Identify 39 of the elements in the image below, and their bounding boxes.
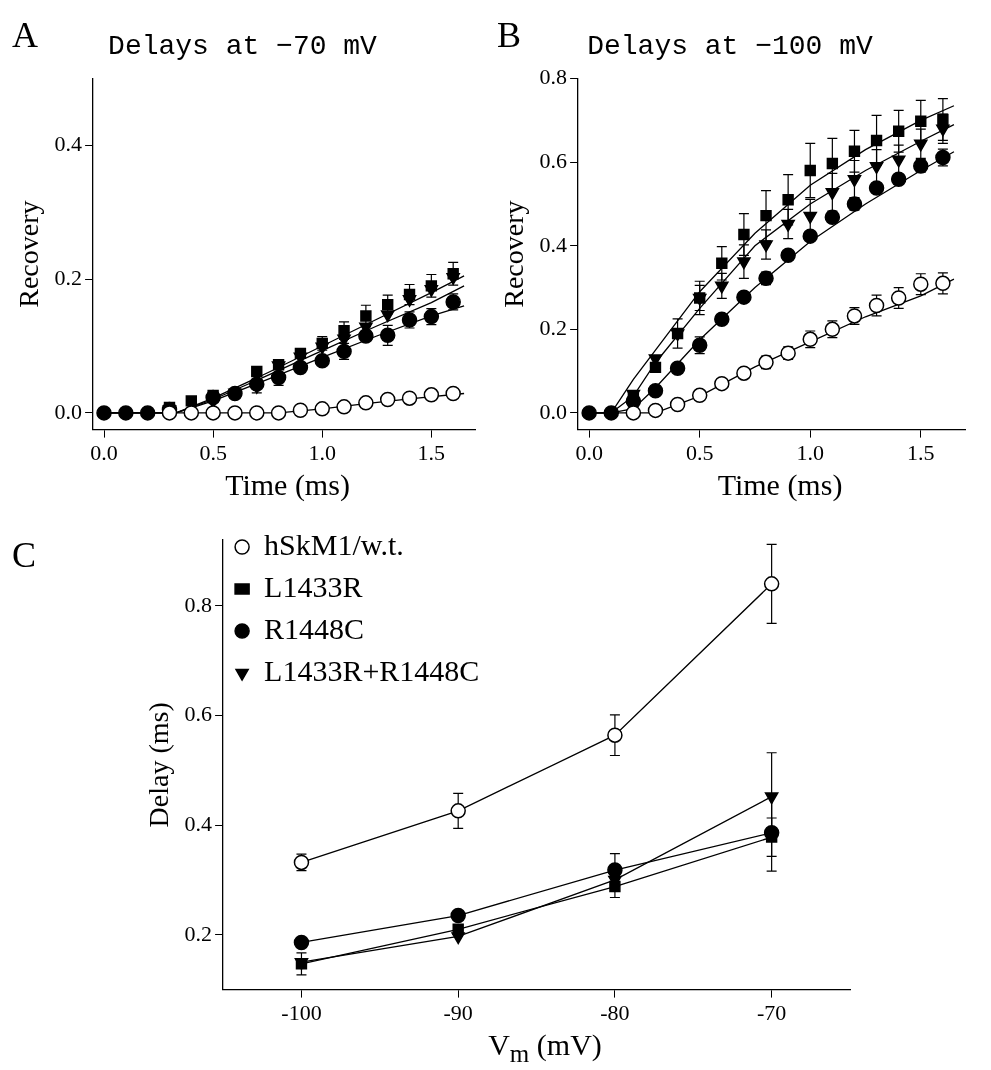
text: B xyxy=(497,15,522,56)
y-axis-title: Delay (ms) xyxy=(143,702,175,828)
x-tick-label: 1.5 xyxy=(417,439,446,465)
chart-title: Delays at −70 mV xyxy=(108,31,378,63)
y-tick-label: 0.2 xyxy=(539,315,568,341)
y-axis-title: Recovery xyxy=(13,200,45,308)
x-tick-label: 1.5 xyxy=(907,439,935,465)
legend-label: R1448C xyxy=(264,611,365,645)
x-tick-label: -80 xyxy=(600,999,630,1025)
x-tick-label: 0.5 xyxy=(199,439,227,465)
y-tick-label: 0.2 xyxy=(54,264,83,290)
legend-label: L1433R xyxy=(264,569,363,603)
y-tick-label: 0.4 xyxy=(184,810,213,836)
x-tick-label: -100 xyxy=(281,999,322,1025)
y-tick-label: 0.0 xyxy=(54,398,83,424)
y-tick-label: 0.4 xyxy=(54,131,83,157)
x-tick-label: 0.0 xyxy=(90,439,118,465)
text: A xyxy=(12,15,38,56)
x-tick-label: 1.0 xyxy=(308,439,336,465)
text: C xyxy=(12,535,37,576)
y-tick-label: 0.4 xyxy=(539,231,568,257)
y-axis-title: Recovery xyxy=(498,200,530,308)
x-axis-title: V$_{m}$ (mV) xyxy=(487,1028,603,1068)
x-tick-label: -90 xyxy=(443,999,473,1025)
legend-label: hSkM1/w.t. xyxy=(264,527,404,561)
legend-label: L1433R+R1448C xyxy=(264,653,480,687)
y-tick-label: 0.6 xyxy=(184,701,213,727)
y-tick-label: 0.2 xyxy=(184,920,213,946)
x-tick-label: -70 xyxy=(756,999,787,1025)
x-tick-label: 0.0 xyxy=(575,439,603,465)
y-tick-label: 0.8 xyxy=(184,591,213,617)
y-tick-label: 0.8 xyxy=(539,64,568,90)
x-axis-title: Time (ms) xyxy=(716,468,844,502)
chart-title: Delays at −100 mV xyxy=(587,31,874,63)
x-tick-label: 0.5 xyxy=(685,439,714,465)
y-tick-label: 0.0 xyxy=(539,398,568,424)
x-axis-title: Time (ms) xyxy=(224,468,351,502)
x-tick-label: 1.0 xyxy=(796,439,824,465)
y-tick-label: 0.6 xyxy=(539,147,568,173)
